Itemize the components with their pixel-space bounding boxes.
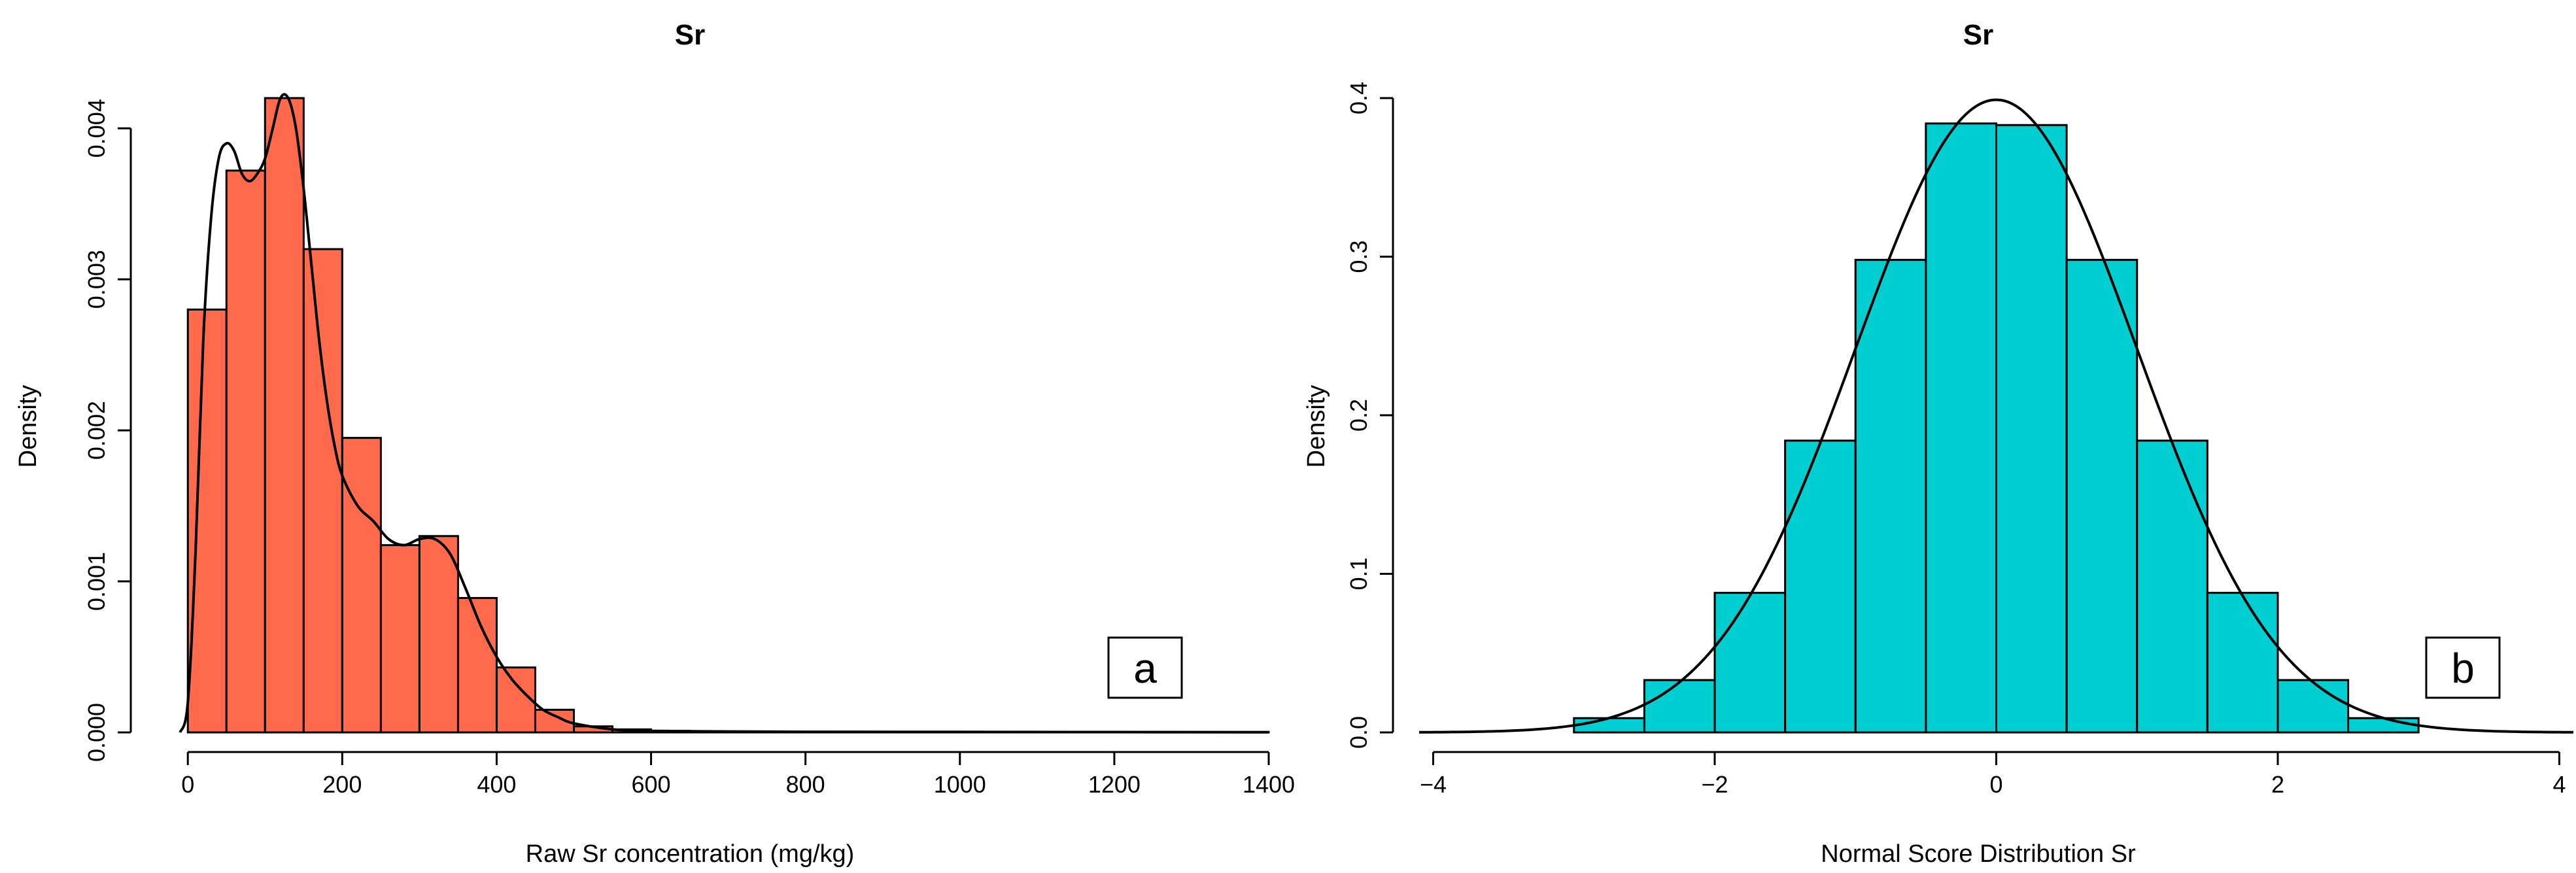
panel-a-label: a — [1133, 645, 1157, 692]
histogram-bar — [1784, 439, 1857, 734]
y-tick-label: 0.001 — [83, 552, 110, 611]
panel-b-x-axis-label: Normal Score Distribution Sr — [1821, 840, 2136, 868]
histogram-bar — [379, 544, 421, 734]
histogram-bar — [1925, 122, 1997, 734]
x-tick-label: 1000 — [934, 771, 986, 798]
panel-a-title: Sr — [675, 19, 705, 51]
x-tick-label: 600 — [632, 771, 671, 798]
histogram-bar — [264, 97, 305, 734]
y-tick-label: 0.000 — [83, 703, 110, 762]
histogram-bar — [1573, 717, 1645, 734]
x-tick-label: 400 — [477, 771, 516, 798]
x-tick-label: 0 — [181, 771, 194, 798]
panel-a-x-axis-label: Raw Sr concentration (mg/kg) — [526, 840, 855, 868]
y-tick-label: 0.1 — [1345, 557, 1372, 590]
histogram-bar — [1713, 592, 1787, 734]
panel-b-label: b — [2451, 645, 2475, 692]
panel-b-normal-score-histogram: Sr Normal Score Distribution Sr Density … — [1303, 19, 2574, 868]
histogram-bar — [341, 437, 382, 734]
histogram-bar — [186, 308, 228, 734]
histogram-bar — [225, 169, 266, 734]
panel-b-bars — [1573, 122, 2420, 734]
y-tick-label: 0.004 — [83, 99, 110, 158]
panel-a-y-axis-label: Density — [14, 385, 42, 468]
panel-b-density-curve — [1418, 98, 2574, 734]
x-tick-label: 2 — [2271, 771, 2284, 798]
panel-a-raw-histogram: Sr Raw Sr concentration (mg/kg) Density … — [14, 19, 1295, 868]
panel-a-axes: 0 200 400 600 800 1000 1200 1400 0.000 0.001 0.002… — [83, 99, 1295, 798]
x-tick-label: 4 — [2552, 771, 2566, 798]
histogram-bar — [2136, 439, 2208, 734]
histogram-bar — [418, 535, 459, 734]
y-tick-label: 0.3 — [1345, 240, 1372, 273]
x-tick-label: 800 — [786, 771, 825, 798]
panel-a-density-curve — [179, 93, 1269, 734]
x-tick-label: −4 — [1420, 771, 1447, 798]
panel-b-label-box — [2425, 636, 2501, 699]
histogram-bar — [2276, 679, 2350, 734]
histogram-bar — [1643, 679, 1716, 734]
histogram-bar — [2206, 592, 2279, 734]
y-tick-label: 0.4 — [1345, 82, 1372, 114]
y-tick-label: 0.002 — [83, 401, 110, 460]
histogram-bar — [1995, 124, 2068, 734]
y-tick-label: 0.003 — [83, 250, 110, 309]
panel-b-title: Sr — [1963, 19, 1993, 51]
x-tick-label: −2 — [1701, 771, 1728, 798]
y-tick-label: 0.0 — [1345, 716, 1372, 749]
panel-a-bars — [186, 97, 1270, 734]
panel-a-label-box — [1107, 636, 1183, 699]
panel-b-y-axis-label: Density — [1303, 385, 1330, 468]
histogram-bar — [1854, 258, 1927, 734]
histogram-bar — [302, 248, 343, 734]
x-tick-label: 1200 — [1088, 771, 1141, 798]
x-tick-label: 200 — [322, 771, 362, 798]
histogram-bar — [495, 666, 536, 734]
panel-b-axes: −4 −2 0 2 4 0.0 0.1 0.2 0.3 0.4 — [1345, 82, 2566, 798]
y-tick-label: 0.2 — [1345, 399, 1372, 432]
x-tick-label: 0 — [1989, 771, 2002, 798]
histogram-bar — [2065, 258, 2138, 734]
histogram-bar — [2347, 717, 2420, 734]
x-tick-label: 1400 — [1243, 771, 1295, 798]
